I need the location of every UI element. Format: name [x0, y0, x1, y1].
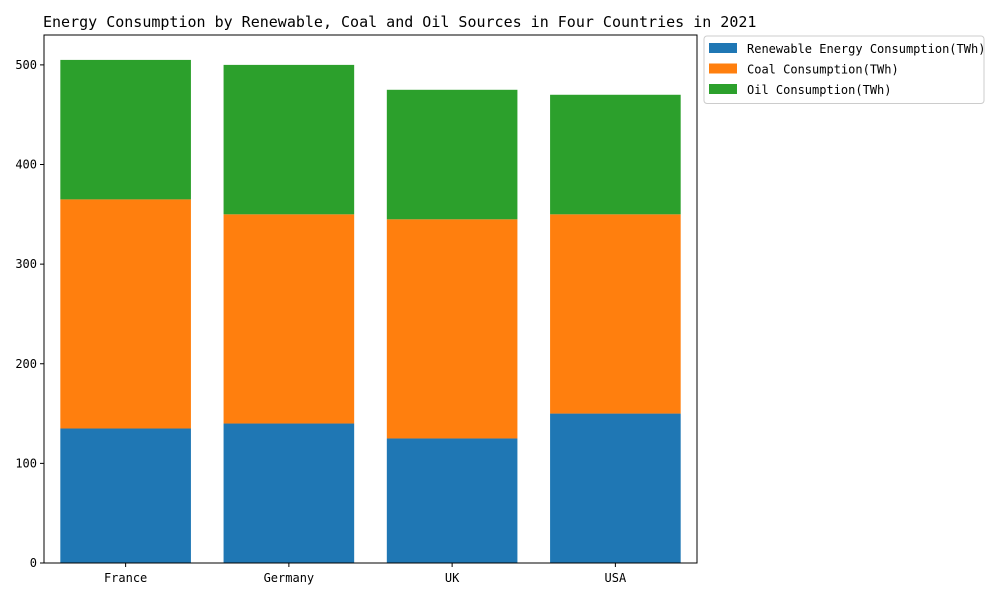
- axes-layer: 0 100 200 300 400 500 France Germany UK USA: [15, 34, 698, 585]
- chart-title: Energy Consumption by Renewable, Coal an…: [43, 13, 756, 31]
- legend-label-series-2: Coal Consumption(TWh): [747, 63, 899, 77]
- x-tick-label: France: [104, 571, 147, 585]
- y-tick-label: 300: [15, 257, 37, 271]
- bar-germany-series-2: [223, 214, 355, 424]
- y-tick-label: 0: [30, 556, 37, 570]
- legend-swatch-series-1: [709, 43, 737, 53]
- bar-uk-series-3: [386, 89, 518, 220]
- y-tick-label: 100: [15, 456, 37, 470]
- y-tick-label: 500: [15, 58, 37, 72]
- plot-frame: [43, 34, 698, 564]
- legend-swatch-series-2: [709, 63, 737, 74]
- x-tick-label: USA: [605, 571, 627, 585]
- y-tick-label: 200: [15, 357, 37, 371]
- bar-france-series-1: [60, 428, 191, 563]
- bars-layer: [60, 59, 681, 563]
- bar-usa-series-1: [550, 413, 681, 563]
- x-tick-label: UK: [445, 571, 460, 585]
- bar-germany-series-3: [223, 64, 355, 215]
- legend-box: [703, 35, 985, 104]
- bar-germany-series-1: [223, 423, 355, 563]
- bar-france-series-3: [60, 59, 191, 200]
- bar-usa-series-2: [550, 214, 681, 414]
- bar-france-series-2: [60, 199, 191, 429]
- legend: Renewable Energy Consumption(TWh) Coal Co…: [703, 35, 985, 104]
- x-tick-label: Germany: [264, 571, 315, 585]
- bar-usa-series-3: [550, 94, 681, 215]
- legend-label-series-3: Oil Consumption(TWh): [747, 83, 892, 97]
- bar-uk-series-2: [386, 219, 518, 439]
- legend-swatch-series-3: [709, 84, 737, 94]
- legend-label-series-1: Renewable Energy Consumption(TWh): [747, 42, 985, 56]
- y-tick-label: 400: [15, 158, 37, 172]
- bar-uk-series-1: [386, 438, 518, 563]
